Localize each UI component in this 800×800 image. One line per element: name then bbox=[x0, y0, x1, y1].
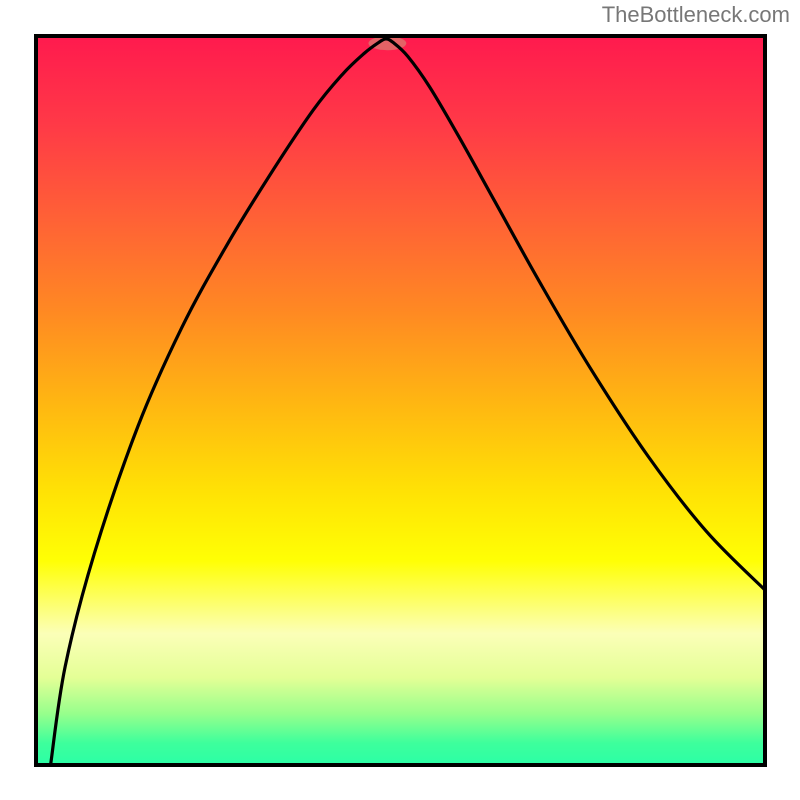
gradient-background bbox=[36, 36, 765, 765]
chart-stage: TheBottleneck.com bbox=[0, 0, 800, 800]
bottleneck-chart bbox=[0, 0, 800, 800]
